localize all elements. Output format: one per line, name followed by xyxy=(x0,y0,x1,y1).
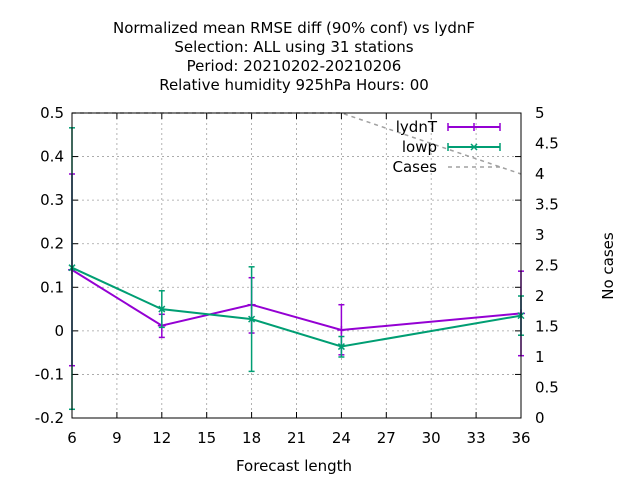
y-tick-label: 0.2 xyxy=(40,235,64,253)
data-point-marker xyxy=(158,305,166,313)
y2-axis-label: No cases xyxy=(599,232,617,300)
x-tick-label: 30 xyxy=(422,429,441,447)
y-tick-label: 0.1 xyxy=(40,278,64,296)
x-tick-label: 24 xyxy=(332,429,351,447)
x-tick-label: 33 xyxy=(467,429,486,447)
x-axis: 6 9 12 15 18 21 24 27 30 33 36 xyxy=(67,113,531,447)
y2-axis: 0 0.5 1 1.5 2 2.5 3 3.5 4 4.5 5 xyxy=(535,104,559,427)
y2-tick-label: 3.5 xyxy=(535,196,559,214)
x-axis-label: Forecast length xyxy=(236,457,352,475)
y2-tick-label: 4 xyxy=(535,165,545,183)
legend-label: lydnT xyxy=(396,118,438,136)
title-line: Period: 20210202-20210206 xyxy=(187,57,402,75)
y-tick-label: -0.2 xyxy=(35,409,64,427)
x-tick-label: 27 xyxy=(377,429,396,447)
legend: lydnT lowp Cases xyxy=(392,118,501,176)
plot-frame xyxy=(71,112,522,419)
y2-tick-label: 0 xyxy=(535,409,545,427)
y-tick-label: -0.1 xyxy=(35,365,64,383)
title-line: Selection: ALL using 31 stations xyxy=(174,38,413,56)
data-point-marker xyxy=(248,315,256,323)
y2-tick-label: 5 xyxy=(535,104,545,122)
x-tick-label: 6 xyxy=(67,429,77,447)
chart-title: Normalized mean RMSE diff (90% conf) vs … xyxy=(113,19,475,94)
x-tick-label: 12 xyxy=(152,429,171,447)
x-tick-label: 9 xyxy=(112,429,122,447)
y-tick-label: 0.5 xyxy=(40,104,64,122)
y2-tick-label: 3 xyxy=(535,226,545,244)
x-tick-label: 21 xyxy=(287,429,306,447)
y2-tick-label: 4.5 xyxy=(535,135,559,153)
y-tick-label: 0 xyxy=(54,322,64,340)
y-axis: -0.2 -0.1 0 0.1 0.2 0.3 0.4 0.5 xyxy=(35,104,521,427)
data-point-marker xyxy=(470,143,478,151)
y2-tick-label: 1.5 xyxy=(535,318,559,336)
title-line: Relative humidity 925hPa Hours: 00 xyxy=(159,76,429,94)
x-tick-label: 18 xyxy=(242,429,261,447)
y2-tick-label: 2.5 xyxy=(535,257,559,275)
y2-tick-label: 2 xyxy=(535,287,545,305)
grid xyxy=(72,113,521,418)
data-point-marker xyxy=(337,343,345,351)
x-tick-label: 15 xyxy=(197,429,216,447)
x-tick-label: 36 xyxy=(511,429,530,447)
y-tick-label: 0.3 xyxy=(40,191,64,209)
y-tick-label: 0.4 xyxy=(40,148,64,166)
legend-label: lowp xyxy=(402,138,437,156)
y2-tick-label: 1 xyxy=(535,348,545,366)
title-line: Normalized mean RMSE diff (90% conf) vs … xyxy=(113,19,475,37)
y2-tick-label: 0.5 xyxy=(535,379,559,397)
legend-label: Cases xyxy=(392,158,437,176)
